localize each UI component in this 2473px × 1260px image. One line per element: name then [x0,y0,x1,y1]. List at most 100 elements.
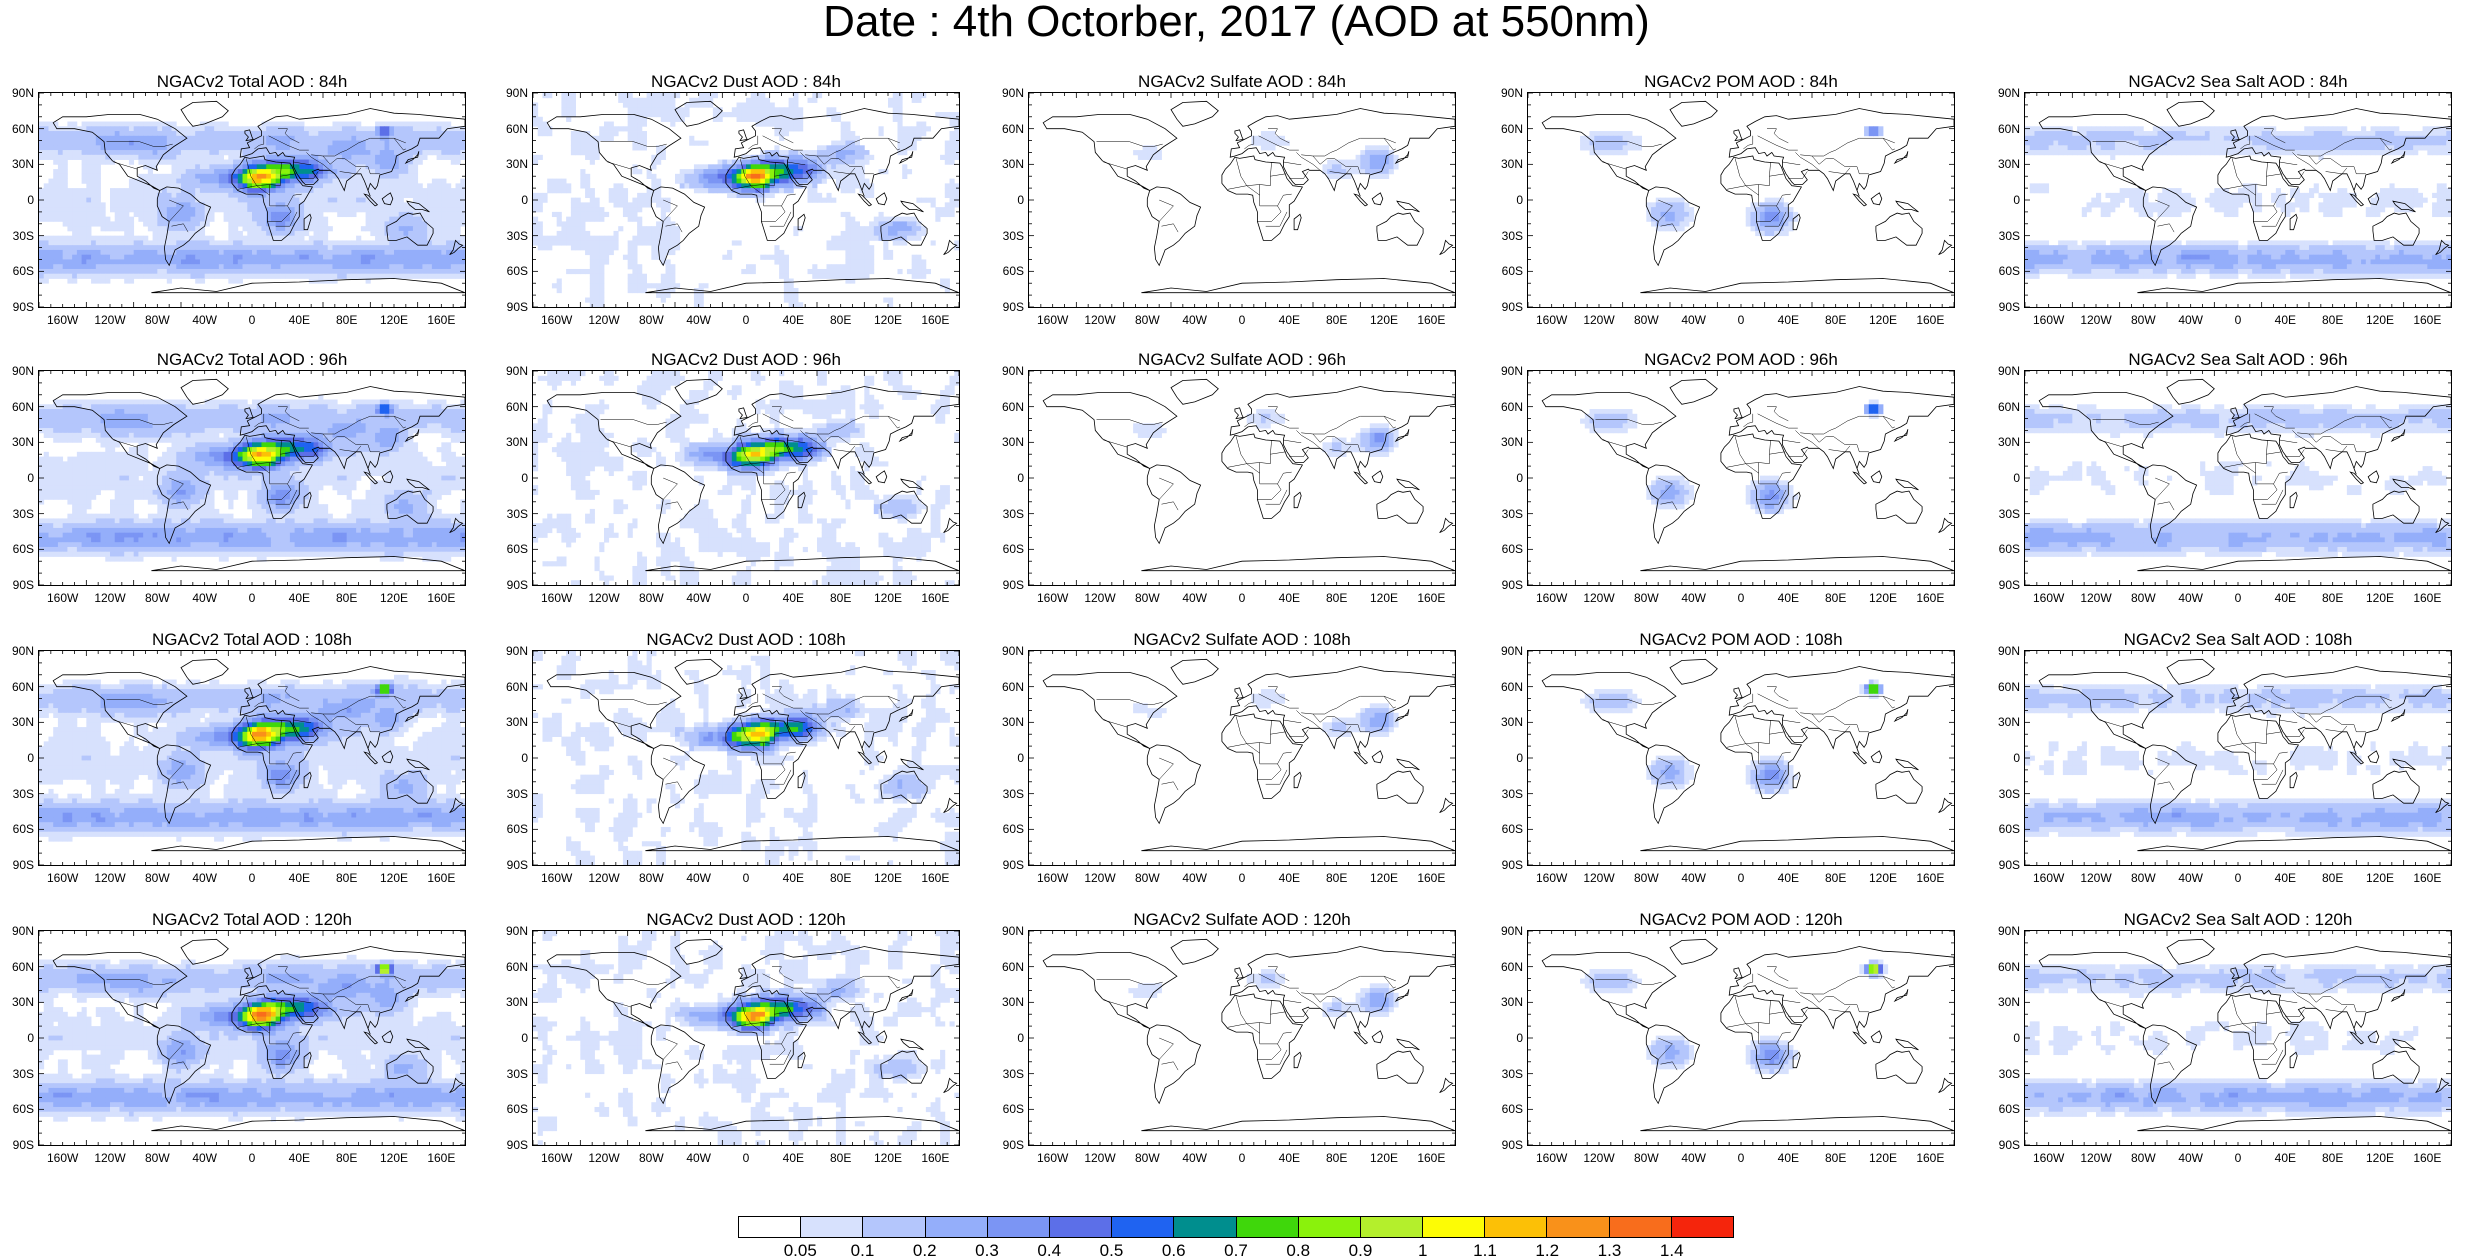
lat-tick-label: 90S [0,301,34,313]
lat-tick-label: 60N [990,401,1024,413]
map-panel: NGACv2 POM AOD : 96h 90N 60N 30N 0 30S 60S 90S 1… [1489,350,1959,620]
lat-tick-label: 30N [990,996,1024,1008]
panel-title: NGACv2 Sea Salt AOD : 108h [2024,630,2452,650]
lat-tick-label: 0 [494,752,528,764]
lon-tick-label: 160W [1029,314,1077,326]
lon-tick-label: 120E [1859,592,1907,604]
lon-tick-label: 80W [133,1152,181,1164]
lon-tick-label: 0 [1717,592,1765,604]
colorbar-label: 1.3 [1586,1242,1634,1259]
lat-tick-label: 30N [0,996,34,1008]
lon-tick-label: 40W [2167,314,2215,326]
lon-tick-label: 80E [1812,592,1860,604]
lat-tick-label: 90S [1986,859,2020,871]
lat-tick-label: 60N [990,961,1024,973]
lon-tick-label: 120E [864,1152,912,1164]
map-frame [38,650,466,866]
colorbar-label: 0.7 [1212,1242,1260,1259]
lat-tick-label: 90S [0,1139,34,1151]
lon-tick-label: 80W [1123,592,1171,604]
lon-tick-label: 160E [911,592,959,604]
lon-tick-label: 80E [1313,592,1361,604]
aod-shading [2025,126,2451,279]
lat-tick-label: 60S [990,543,1024,555]
lat-tick-label: 60S [990,265,1024,277]
lon-tick-label: 120W [2072,872,2120,884]
lon-tick-label: 40W [2167,592,2215,604]
lon-tick-label: 80W [627,872,675,884]
lon-tick-label: 40E [1764,1152,1812,1164]
lon-tick-label: 120W [2072,314,2120,326]
colorbar-swatch [1546,1216,1609,1238]
lat-tick-label: 60N [990,681,1024,693]
lat-tick-label: 30S [990,508,1024,520]
lon-tick-label: 40E [275,592,323,604]
map-panel: NGACv2 Sulfate AOD : 120h 90N 60N 30N 0 30S 60… [990,910,1460,1180]
aod-map [1528,931,1954,1145]
aod-shading [533,93,959,307]
lon-tick-label: 120W [86,1152,134,1164]
map-panel: NGACv2 POM AOD : 120h 90N 60N 30N 0 30S 60S 90S… [1489,910,1959,1180]
lat-tick-label: 30N [990,158,1024,170]
panel-title: NGACv2 Sea Salt AOD : 120h [2024,910,2452,930]
lat-tick-label: 0 [990,472,1024,484]
lat-tick-label: 90N [1489,87,1523,99]
lat-tick-label: 90S [0,859,34,871]
lat-tick-label: 90S [494,859,528,871]
lon-tick-label: 120E [2356,872,2404,884]
panel-title: NGACv2 Sulfate AOD : 108h [1028,630,1456,650]
lon-tick-label: 40E [275,314,323,326]
lon-tick-label: 40W [1670,592,1718,604]
aod-map [2025,371,2451,585]
lon-tick-label: 80W [627,1152,675,1164]
lat-tick-label: 60N [494,681,528,693]
coastlines [2038,658,2451,852]
lon-tick-label: 160W [2025,314,2073,326]
lat-tick-label: 90S [494,579,528,591]
map-frame [2024,650,2452,866]
lon-tick-label: 80E [1812,872,1860,884]
lon-tick-label: 120E [2356,592,2404,604]
lon-tick-label: 160W [533,872,581,884]
map-panel-grid: NGACv2 Total AOD : 84h 90N 60N 30N 0 30S 60S 90… [0,72,2452,1180]
colorbar-label: 0.05 [776,1242,824,1259]
lat-tick-label: 90N [0,365,34,377]
colorbar-swatch [986,1216,1049,1238]
lon-tick-label: 160E [911,314,959,326]
aod-shading [2025,684,2451,837]
panel-title: NGACv2 POM AOD : 96h [1527,350,1955,370]
lat-tick-label: 30S [990,230,1024,242]
lat-tick-label: 90N [494,645,528,657]
lon-tick-label: 40E [1265,314,1313,326]
axis-ticks [1029,93,1455,307]
map-frame [2024,370,2452,586]
lon-tick-label: 40W [1171,872,1219,884]
lon-tick-label: 160W [533,592,581,604]
lon-tick-label: 80E [817,1152,865,1164]
lon-tick-label: 120E [370,592,418,604]
lat-tick-label: 30S [0,230,34,242]
aod-map [2025,651,2451,865]
lon-tick-label: 160W [1528,314,1576,326]
lon-tick-label: 80W [133,314,181,326]
lon-tick-label: 80E [2309,592,2357,604]
lat-tick-label: 30S [1986,788,2020,800]
lon-tick-label: 0 [1218,872,1266,884]
coastlines [546,658,959,852]
axis-ticks [2025,931,2451,1145]
aod-shading [39,394,465,562]
aod-shading [1128,969,1399,1017]
panel-title: NGACv2 Dust AOD : 120h [532,910,960,930]
lat-tick-label: 90S [1489,579,1523,591]
lat-tick-label: 90S [0,579,34,591]
colorbar-swatch [1608,1216,1671,1238]
lat-tick-label: 90N [1489,925,1523,937]
lon-tick-label: 160E [417,592,465,604]
lon-tick-label: 40E [1265,1152,1313,1164]
lon-tick-label: 120W [1076,1152,1124,1164]
lat-tick-label: 0 [494,472,528,484]
lat-tick-label: 30S [1489,230,1523,242]
lat-tick-label: 30N [990,436,1024,448]
lon-tick-label: 0 [228,872,276,884]
lat-tick-label: 90S [990,1139,1024,1151]
